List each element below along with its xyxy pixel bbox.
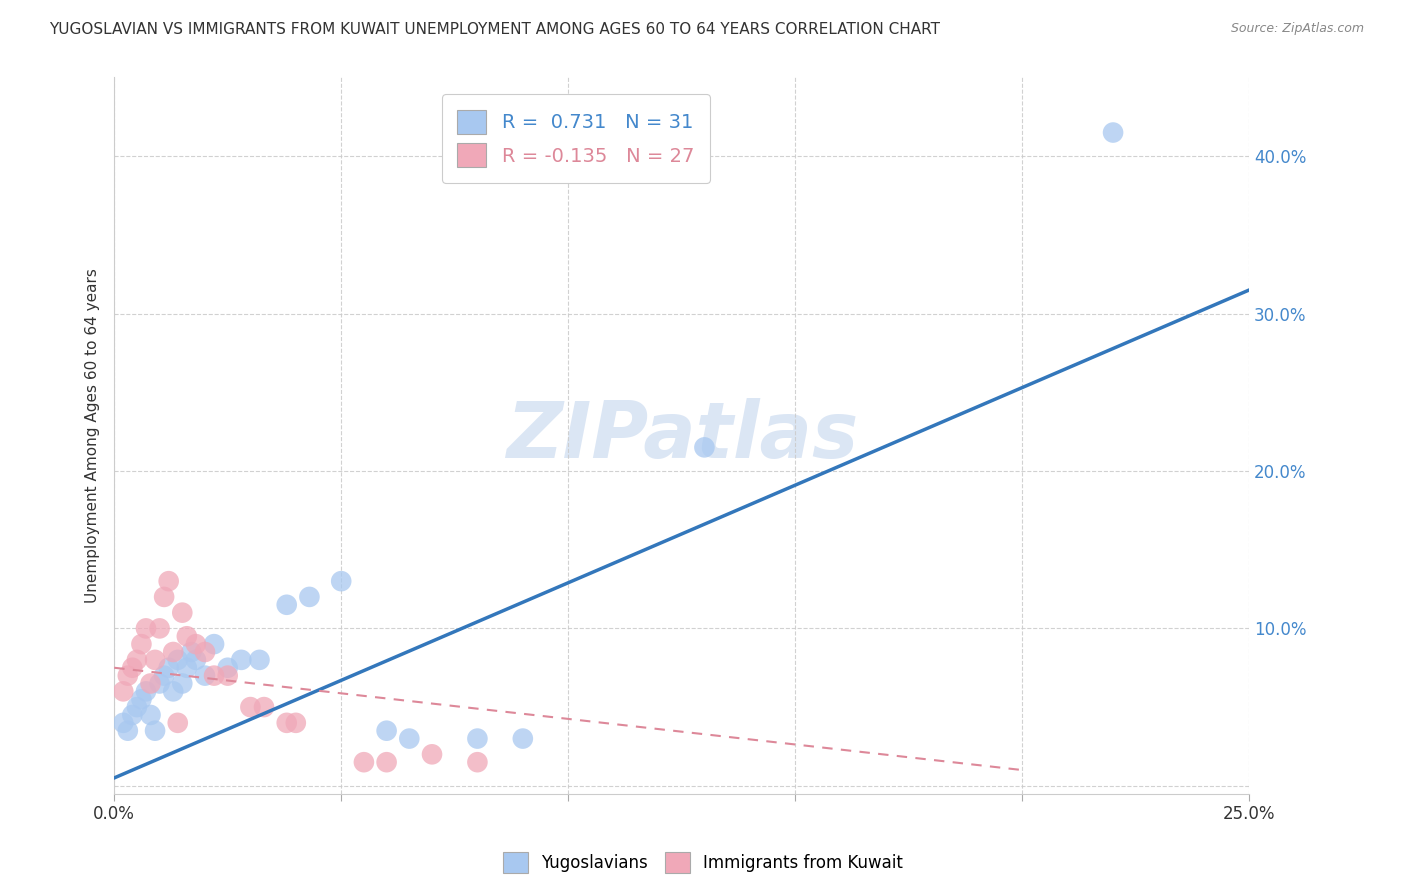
Point	[135, 684, 157, 698]
Point	[194, 668, 217, 682]
Point	[153, 668, 176, 682]
Point	[202, 668, 225, 682]
Point	[172, 606, 194, 620]
Point	[157, 661, 180, 675]
Point	[157, 574, 180, 589]
Point	[375, 723, 398, 738]
Point	[284, 715, 307, 730]
Point	[217, 668, 239, 682]
Point	[162, 684, 184, 698]
Point	[180, 645, 202, 659]
Point	[162, 645, 184, 659]
Point	[276, 598, 298, 612]
Point	[276, 715, 298, 730]
Point	[117, 723, 139, 738]
Point	[166, 653, 188, 667]
Point	[239, 700, 262, 714]
Legend: R =  0.731   N = 31, R = -0.135   N = 27: R = 0.731 N = 31, R = -0.135 N = 27	[441, 95, 710, 183]
Text: ZIPatlas: ZIPatlas	[506, 398, 858, 474]
Point	[117, 668, 139, 682]
Point	[693, 441, 716, 455]
Point	[202, 637, 225, 651]
Point	[166, 715, 188, 730]
Point	[149, 621, 172, 635]
Point	[1102, 126, 1125, 140]
Point	[176, 629, 198, 643]
Point	[330, 574, 353, 589]
Point	[467, 731, 489, 746]
Point	[121, 661, 143, 675]
Point	[249, 653, 271, 667]
Point	[217, 661, 239, 675]
Point	[194, 645, 217, 659]
Point	[112, 684, 135, 698]
Point	[121, 708, 143, 723]
Point	[298, 590, 321, 604]
Point	[125, 700, 148, 714]
Point	[112, 715, 135, 730]
Point	[512, 731, 534, 746]
Y-axis label: Unemployment Among Ages 60 to 64 years: Unemployment Among Ages 60 to 64 years	[86, 268, 100, 603]
Point	[143, 653, 166, 667]
Point	[420, 747, 443, 762]
Point	[153, 590, 176, 604]
Point	[139, 708, 162, 723]
Point	[135, 621, 157, 635]
Point	[231, 653, 253, 667]
Point	[172, 676, 194, 690]
Point	[253, 700, 276, 714]
Point	[184, 653, 207, 667]
Point	[131, 692, 153, 706]
Point	[149, 676, 172, 690]
Point	[176, 661, 198, 675]
Text: YUGOSLAVIAN VS IMMIGRANTS FROM KUWAIT UNEMPLOYMENT AMONG AGES 60 TO 64 YEARS COR: YUGOSLAVIAN VS IMMIGRANTS FROM KUWAIT UN…	[49, 22, 941, 37]
Legend: Yugoslavians, Immigrants from Kuwait: Yugoslavians, Immigrants from Kuwait	[496, 846, 910, 880]
Point	[375, 755, 398, 769]
Point	[353, 755, 375, 769]
Point	[139, 676, 162, 690]
Point	[143, 723, 166, 738]
Point	[398, 731, 420, 746]
Text: Source: ZipAtlas.com: Source: ZipAtlas.com	[1230, 22, 1364, 36]
Point	[184, 637, 207, 651]
Point	[125, 653, 148, 667]
Point	[467, 755, 489, 769]
Point	[131, 637, 153, 651]
